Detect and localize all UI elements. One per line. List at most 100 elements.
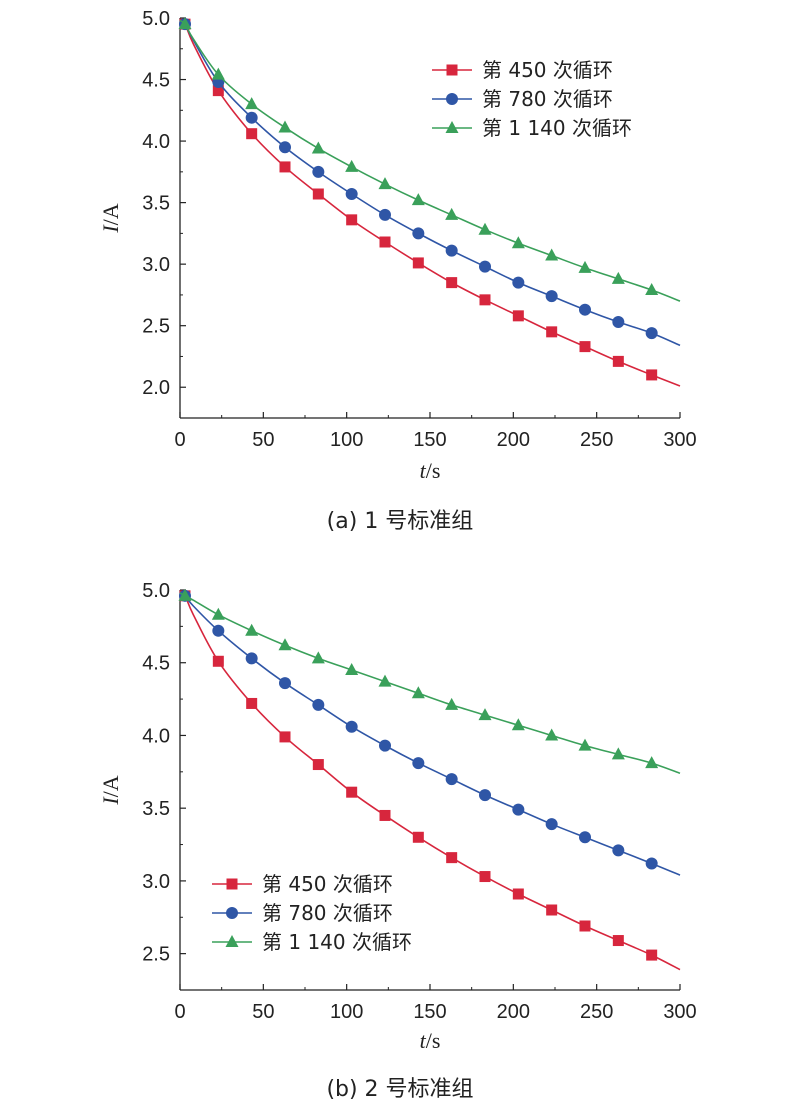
data-point <box>212 85 224 97</box>
y-tick-label: 3.0 <box>142 254 170 276</box>
x-axis-variable: t <box>420 1028 427 1053</box>
y-tick-label: 2.0 <box>142 377 170 399</box>
data-point <box>611 271 625 284</box>
data-point <box>479 260 491 273</box>
data-point <box>245 623 259 636</box>
data-point <box>278 120 292 133</box>
data-point <box>645 327 658 340</box>
data-point <box>446 277 458 289</box>
data-point <box>411 686 425 699</box>
chart-b: 0 50 100 150 200 250 300 2.5 3.0 3.5 4.0 4.5 5.0 t/s I… <box>98 580 697 1102</box>
data-point <box>645 756 659 769</box>
x-tick-label: 100 <box>330 1001 363 1023</box>
data-point <box>345 720 358 733</box>
data-point <box>211 67 225 80</box>
data-point <box>346 786 358 798</box>
data-point <box>545 290 558 303</box>
data-point <box>579 303 591 316</box>
data-point <box>211 607 225 620</box>
data-point <box>511 718 525 731</box>
data-point <box>646 949 658 961</box>
data-point <box>612 355 624 367</box>
data-point <box>479 871 491 883</box>
legend-label: 第 450 次循环 <box>262 872 393 896</box>
chart-a: 0 50 100 150 200 250 300 2.0 2.5 3.0 3.5 4.0 4.5 5.0 t… <box>98 8 697 534</box>
x-tick-label: 150 <box>413 1001 446 1023</box>
data-point <box>345 663 359 675</box>
y-tick-label: 4.0 <box>142 131 170 153</box>
legend-marker <box>226 878 238 890</box>
data-point <box>546 904 558 916</box>
x-tick-label: 150 <box>413 429 446 451</box>
data-point <box>445 697 459 710</box>
data-point <box>445 207 459 220</box>
y-tick-label: 4.5 <box>142 70 170 92</box>
data-point <box>412 831 424 843</box>
data-point <box>246 128 258 140</box>
y-tick-label: 2.5 <box>142 316 170 338</box>
x-tick-label: 200 <box>497 1001 530 1023</box>
data-point <box>411 193 425 206</box>
y-axis-unit: /A <box>98 775 123 797</box>
x-axis-title: t/s <box>420 458 441 483</box>
data-point <box>446 852 458 864</box>
data-point <box>412 757 425 770</box>
series-1 <box>179 590 681 971</box>
y-axis-unit: /A <box>98 203 123 225</box>
data-point <box>212 624 225 637</box>
y-tick-label: 2.5 <box>142 944 170 966</box>
data-point <box>345 159 359 172</box>
data-point <box>511 236 525 249</box>
data-point <box>312 165 325 178</box>
data-point <box>279 161 291 173</box>
data-point <box>611 747 625 760</box>
x-tick-label: 0 <box>174 429 185 451</box>
data-point <box>512 310 524 322</box>
y-tick-label: 4.0 <box>142 725 170 747</box>
y-tick-label: 4.5 <box>142 653 170 675</box>
data-point <box>512 276 525 289</box>
y-tick-label: 3.5 <box>142 798 170 820</box>
data-point <box>178 588 192 601</box>
series-line <box>179 592 681 775</box>
data-point <box>546 326 558 338</box>
data-point <box>578 738 592 751</box>
series-3 <box>178 588 681 775</box>
legend-label: 第 780 次循环 <box>482 87 613 111</box>
data-point <box>545 728 559 741</box>
data-point <box>278 638 292 651</box>
figure-caption: (b) 2 号标准组 <box>326 1077 473 1102</box>
x-tick-label: 250 <box>580 1001 613 1023</box>
data-point <box>379 809 391 821</box>
data-point <box>279 731 291 743</box>
y-tick-label: 5.0 <box>142 8 170 30</box>
data-point <box>245 652 258 665</box>
x-axis-unit: /s <box>426 458 441 483</box>
data-point <box>578 260 592 273</box>
data-point <box>178 17 192 30</box>
data-point <box>646 369 658 381</box>
x-tick-label: 250 <box>580 429 613 451</box>
data-point <box>545 818 558 831</box>
x-tick-label: 300 <box>663 1001 696 1023</box>
data-point <box>512 888 524 900</box>
data-point <box>412 227 425 240</box>
legend-label: 第 780 次循环 <box>262 901 393 925</box>
x-tick-label: 50 <box>252 1001 274 1023</box>
data-point <box>512 803 525 816</box>
legend-label: 第 1 140 次循环 <box>262 930 412 954</box>
data-point <box>245 97 259 110</box>
legend-marker <box>446 93 458 105</box>
legend-marker <box>445 121 459 133</box>
data-point <box>312 698 325 711</box>
data-point <box>311 651 325 664</box>
data-point <box>579 831 591 844</box>
data-point <box>379 208 391 221</box>
x-tick-label: 100 <box>330 429 363 451</box>
y-axis-variable: I <box>98 796 123 806</box>
x-tick-label: 200 <box>497 429 530 451</box>
y-axis-title: I/A <box>98 775 123 805</box>
data-point <box>479 294 491 306</box>
data-point <box>246 697 258 709</box>
